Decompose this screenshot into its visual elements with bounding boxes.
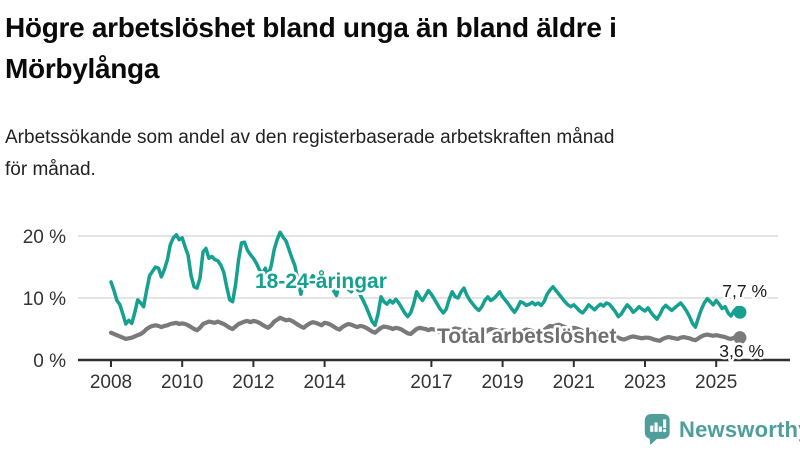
newsworthy-icon: [644, 413, 670, 446]
newsworthy-logo[interactable]: Newsworthy: [644, 413, 800, 446]
x-tick-label: 2023: [624, 372, 666, 393]
x-tick-label: 2017: [410, 372, 452, 393]
x-tick-label: 2014: [303, 372, 346, 393]
series-label-total: Total arbetslöshet: [437, 325, 616, 348]
chart-subtitle-line-1: Arbetssökande som andel av den registerb…: [5, 127, 615, 148]
series-end-dot-youth: [733, 305, 747, 319]
x-tick-label: 2025: [695, 372, 737, 393]
end-value-label-youth: 7,7 %: [722, 281, 767, 301]
x-tick-label: 2021: [553, 372, 595, 393]
y-tick-label: 20 %: [23, 227, 66, 248]
end-value-label-total: 3,6 %: [719, 341, 764, 361]
series-line-total: [108, 315, 743, 343]
series-line-youth: [109, 230, 742, 329]
x-tick-label: 2010: [161, 372, 203, 393]
series-label-youth: 18-24-åringar: [255, 270, 387, 293]
y-tick-label: 10 %: [23, 289, 66, 310]
chart-title-line-2: Mörbylånga: [5, 52, 160, 84]
x-tick-label: 2008: [90, 372, 132, 393]
series-end-dot-total: [733, 331, 747, 345]
chart-subtitle-line-2: för månad.: [5, 159, 96, 181]
chart-title-line-1: Högre arbetslöshet bland unga än bland ä…: [5, 12, 617, 43]
chart-subtitle: Arbetssökande som andel av den registerb…: [5, 122, 790, 187]
chart-header: Högre arbetslöshet bland unga än bland ä…: [5, 8, 795, 89]
x-tick-label: 2012: [232, 372, 274, 393]
x-tick-label: 2019: [481, 372, 523, 393]
newsworthy-wordmark: Newsworthy: [679, 416, 800, 442]
y-tick-label: 0 %: [33, 351, 66, 372]
chart-title: Högre arbetslöshet bland unga än bland ä…: [5, 8, 795, 89]
